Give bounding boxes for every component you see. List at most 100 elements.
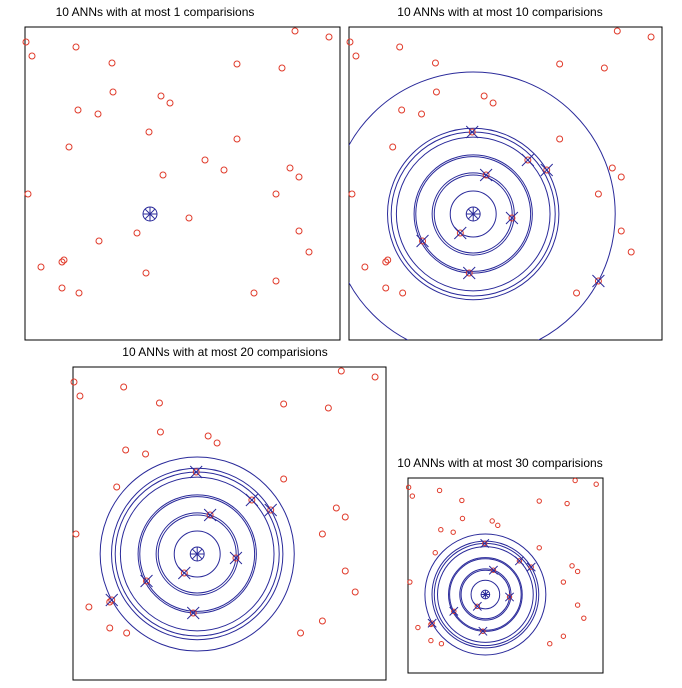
- search-radius: [114, 471, 280, 637]
- data-point: [536, 498, 542, 504]
- data-point: [72, 530, 80, 538]
- data-point: [594, 277, 602, 285]
- search-radius: [99, 456, 295, 652]
- data-point: [280, 400, 288, 408]
- panel: 10 ANNs with at most 10 comparisions: [346, 5, 663, 341]
- data-point: [332, 504, 340, 512]
- data-point: [432, 88, 440, 96]
- neighbor-marker: [505, 211, 519, 225]
- data-point: [233, 60, 241, 68]
- data-point: [337, 367, 345, 375]
- neighbor-marker: [540, 163, 554, 177]
- data-point: [65, 143, 73, 151]
- data-point: [524, 156, 532, 164]
- neighbor-marker: [416, 234, 429, 248]
- data-point: [456, 229, 464, 237]
- data-point: [432, 550, 438, 556]
- data-point: [490, 567, 497, 573]
- neighbor-marker: [229, 551, 243, 565]
- data-point: [506, 594, 513, 600]
- data-point: [155, 399, 163, 407]
- data-point: [407, 579, 413, 585]
- data-point: [613, 27, 621, 35]
- data-point: [508, 214, 516, 222]
- data-point: [438, 527, 444, 533]
- search-radius: [155, 512, 239, 596]
- search-radius: [470, 579, 501, 610]
- data-point: [325, 33, 333, 41]
- data-point: [617, 227, 625, 235]
- data-point: [495, 522, 501, 529]
- data-point: [419, 237, 427, 245]
- data-point: [346, 38, 354, 46]
- data-point: [278, 64, 286, 72]
- data-point: [547, 641, 553, 647]
- data-point: [106, 624, 114, 632]
- data-point: [106, 598, 114, 606]
- data-point: [108, 59, 116, 67]
- data-point: [22, 38, 30, 46]
- search-radius: [119, 476, 275, 632]
- search-radius: [395, 136, 551, 292]
- data-point: [361, 263, 369, 271]
- panel: 10 ANNs with at most 1 comparisions: [22, 5, 341, 341]
- data-point: [572, 477, 578, 484]
- data-point: [192, 468, 200, 476]
- data-point: [76, 392, 84, 400]
- data-point: [133, 229, 141, 237]
- search-radius: [349, 71, 616, 340]
- data-point: [647, 33, 655, 41]
- search-radius: [413, 154, 533, 274]
- neighbor-marker: [453, 226, 467, 240]
- panel: 10 ANNs with at most 30 comparisions: [397, 456, 604, 674]
- neighbor-marker: [203, 508, 217, 522]
- data-point: [291, 27, 299, 35]
- data-point: [593, 481, 599, 487]
- data-point: [415, 624, 421, 631]
- data-point: [120, 383, 128, 391]
- data-point: [581, 615, 587, 621]
- search-radius: [433, 174, 513, 254]
- data-point: [574, 602, 581, 608]
- data-point: [58, 258, 66, 266]
- search-radius: [431, 172, 515, 256]
- search-radius: [137, 494, 257, 614]
- data-point: [159, 171, 167, 179]
- data-point: [142, 269, 150, 277]
- data-point: [85, 603, 93, 611]
- data-point: [351, 588, 359, 596]
- data-point: [574, 568, 581, 575]
- data-point: [405, 484, 412, 491]
- data-point: [371, 373, 379, 381]
- data-point: [474, 603, 481, 610]
- data-point: [37, 263, 45, 271]
- data-point: [145, 128, 153, 136]
- panel-title: 10 ANNs with at most 1 comparisions: [56, 5, 255, 19]
- data-point: [459, 515, 466, 522]
- data-point: [233, 135, 241, 143]
- neighbor-marker: [480, 538, 490, 548]
- data-point: [318, 530, 326, 538]
- panel-title: 10 ANNs with at most 20 comparisions: [122, 345, 327, 359]
- neighbor-marker: [449, 606, 459, 616]
- neighbor-marker: [140, 574, 153, 588]
- data-point: [465, 269, 473, 277]
- data-point: [556, 135, 564, 143]
- data-point: [389, 143, 397, 151]
- data-point: [482, 540, 488, 547]
- data-point: [213, 439, 221, 447]
- data-point: [480, 628, 486, 634]
- data-point: [204, 432, 212, 440]
- plot-frame: [348, 26, 663, 341]
- data-point: [382, 284, 390, 292]
- neighbor-marker: [462, 266, 476, 280]
- data-point: [396, 43, 404, 51]
- data-point: [573, 289, 581, 297]
- neighbor-marker: [488, 565, 498, 575]
- search-circles: [99, 456, 295, 652]
- data-point: [516, 558, 523, 564]
- data-point: [608, 164, 616, 172]
- neighbor-marker: [504, 592, 515, 602]
- data-point: [72, 43, 80, 51]
- neighbor-marker: [427, 618, 437, 628]
